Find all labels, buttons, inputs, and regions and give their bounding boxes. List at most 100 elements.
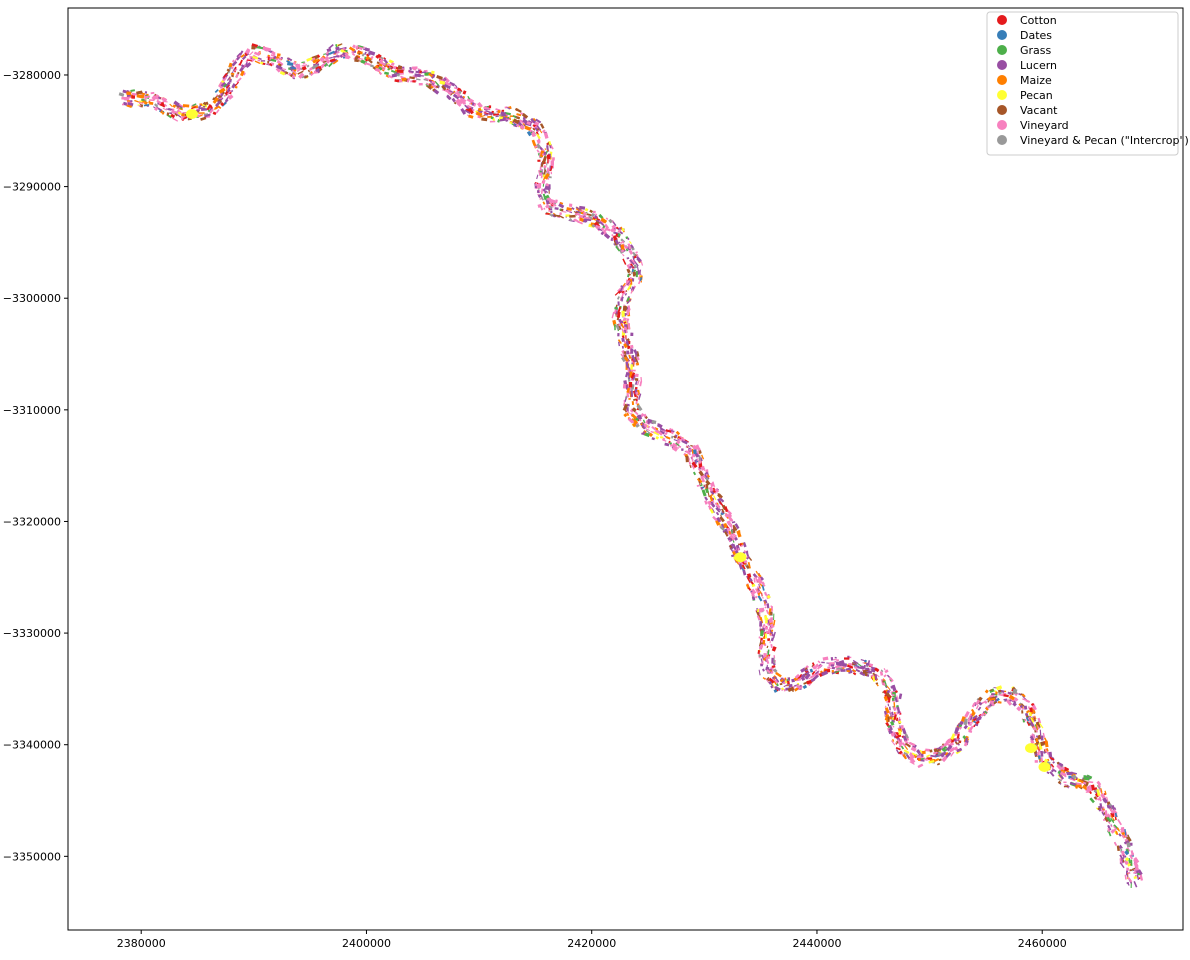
field-mark [693, 449, 697, 455]
field-mark [1022, 698, 1027, 701]
field-mark [765, 609, 769, 615]
field-mark [727, 536, 733, 543]
field-mark [728, 512, 733, 518]
field-mark [891, 697, 895, 701]
field-mark [635, 391, 639, 395]
field-mark [730, 529, 733, 534]
field-mark [957, 743, 960, 746]
field-mark [760, 643, 764, 649]
field-mark [539, 166, 542, 171]
field-mark [1102, 797, 1107, 803]
field-mark [626, 321, 629, 324]
field-mark [393, 65, 397, 70]
field-mark [909, 752, 915, 759]
field-mark [923, 758, 929, 761]
field-mark [290, 66, 296, 70]
field-mark [612, 228, 617, 233]
field-mark [1110, 817, 1115, 824]
field-mark [344, 53, 351, 59]
field-mark [612, 235, 618, 241]
field-mark [859, 671, 866, 677]
field-mark [170, 113, 176, 119]
field-mark [766, 664, 768, 670]
field-mark [627, 322, 631, 330]
field-mark [1135, 870, 1139, 874]
field-mark [1119, 857, 1122, 864]
field-mark [806, 679, 812, 685]
field-mark [1102, 818, 1106, 822]
field-mark [804, 667, 808, 671]
field-mark [1100, 788, 1103, 795]
field-mark [328, 62, 333, 68]
field-mark [1037, 751, 1040, 756]
field-mark [1124, 857, 1130, 862]
field-mark [962, 735, 967, 739]
field-mark [1098, 796, 1102, 802]
field-mark [543, 165, 547, 169]
field-mark [963, 724, 969, 730]
field-mark [851, 670, 855, 673]
field-mark [328, 50, 335, 56]
field-mark [1025, 715, 1029, 718]
field-mark [1040, 735, 1044, 741]
field-mark [768, 677, 775, 684]
field-mark [664, 442, 670, 447]
field-mark [709, 482, 715, 488]
field-mark [637, 273, 642, 280]
field-mark [542, 174, 546, 178]
field-mark [671, 446, 678, 452]
field-mark [1114, 812, 1118, 817]
field-mark [379, 58, 384, 63]
field-mark [520, 112, 523, 115]
field-mark [487, 115, 493, 119]
field-mark [768, 680, 773, 685]
field-mark [852, 668, 857, 673]
field-mark [391, 73, 398, 78]
field-mark [309, 67, 313, 71]
field-mark [963, 718, 968, 726]
field-mark [153, 106, 156, 109]
field-mark [1090, 784, 1096, 791]
field-mark [369, 64, 374, 68]
field-mark [240, 64, 245, 68]
field-mark [967, 715, 971, 723]
field-mark [627, 243, 632, 250]
field-mark [252, 55, 259, 60]
field-mark [630, 332, 634, 337]
field-mark [629, 265, 633, 269]
field-mark [519, 124, 525, 130]
field-mark [1117, 819, 1122, 826]
field-mark [1133, 876, 1137, 879]
field-mark [633, 398, 637, 402]
field-mark [897, 739, 902, 746]
field-mark [624, 292, 628, 296]
field-mark [448, 90, 455, 94]
field-mark [950, 737, 956, 744]
field-mark [1003, 698, 1008, 701]
field-mark [172, 104, 177, 109]
field-mark [771, 665, 776, 669]
field-mark [579, 205, 586, 210]
field-mark [500, 111, 507, 116]
field-mark [615, 226, 619, 230]
field-mark [972, 714, 978, 720]
field-mark [762, 676, 766, 680]
field-mark [166, 112, 170, 116]
field-mark [231, 60, 238, 67]
field-mark [740, 544, 744, 547]
field-mark [454, 91, 460, 96]
field-mark [727, 521, 732, 528]
field-mark [621, 337, 625, 343]
field-mark [1056, 764, 1063, 771]
field-mark [852, 672, 857, 676]
field-mark [640, 377, 643, 383]
field-mark [546, 197, 551, 201]
field-mark [984, 706, 989, 711]
field-mark [1042, 732, 1046, 738]
field-mark [900, 745, 905, 750]
field-mark [751, 588, 757, 595]
field-mark [621, 292, 625, 298]
field-mark [763, 603, 767, 606]
field-mark [541, 179, 546, 185]
field-mark [256, 46, 264, 50]
